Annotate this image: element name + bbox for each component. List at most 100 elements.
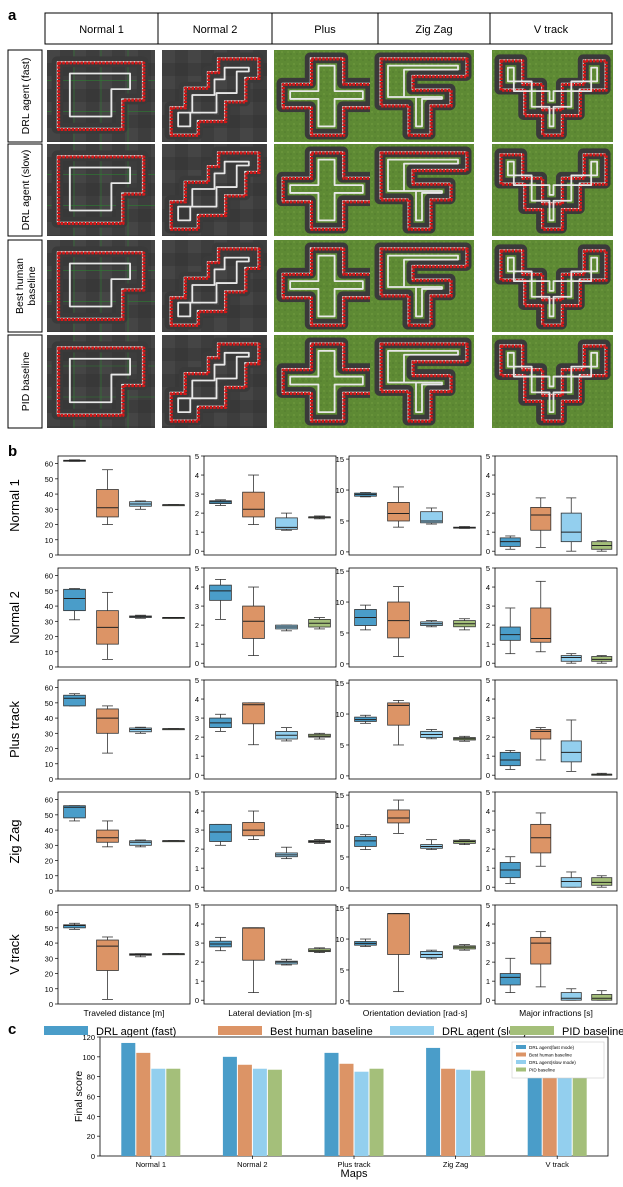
box [387, 913, 410, 955]
row-label: V track [7, 934, 22, 975]
bar [252, 1068, 267, 1156]
box [275, 517, 298, 530]
y-tick-label: 4 [486, 583, 490, 592]
y-tick-label: 60 [45, 796, 53, 805]
track-shape [164, 146, 264, 234]
y-tick-label: 5 [340, 966, 344, 975]
box [530, 729, 552, 740]
track-shape [51, 341, 149, 420]
col-header-label: Zig Zag [415, 24, 452, 36]
y-tick-label: 40 [45, 826, 53, 835]
boxplot-axes: 0 1 2 3 4 5 [486, 788, 618, 892]
box [560, 655, 582, 662]
track-inner-line [387, 64, 459, 128]
y-tick-label: 5 [340, 853, 344, 862]
y-tick-label: 3 [486, 490, 490, 499]
y-tick-label: 0 [340, 997, 344, 1006]
trajectory-path [281, 247, 374, 327]
box [354, 836, 377, 847]
track-inner-line [506, 256, 599, 318]
track-thumbnail [274, 50, 379, 142]
y-tick-label: 60 [45, 684, 53, 693]
bar [527, 1054, 542, 1156]
y-tick-label: 5 [195, 452, 199, 461]
y-tick-label: 2 [195, 845, 199, 854]
y-tick-label: 20 [45, 970, 53, 979]
boxplot-axes: 0 1 2 3 4 5 [486, 676, 618, 780]
box [420, 511, 443, 524]
y-tick-label: 3 [486, 602, 490, 611]
y-tick-label: 2 [486, 621, 490, 630]
y-tick-label: 1 [195, 977, 199, 986]
y-tick-label: 30 [45, 505, 53, 514]
track-shape [276, 146, 377, 234]
track-shape [494, 339, 611, 426]
track-inner-line [506, 160, 599, 222]
legend-swatch [516, 1052, 526, 1057]
box [242, 702, 265, 725]
row-header-box [7, 143, 43, 237]
track-thumbnail [370, 335, 474, 428]
trajectory-path [169, 151, 261, 231]
box [96, 829, 119, 843]
row-header-label: Best humanbaseline [14, 258, 38, 314]
track-thumbnail [162, 144, 267, 236]
bar [166, 1068, 181, 1156]
y-tick-label: 40 [45, 602, 53, 611]
y-tick-label: 2 [195, 509, 199, 518]
legend-swatch [516, 1067, 526, 1072]
track-thumbnail [162, 240, 267, 332]
y-tick-label: 15 [336, 679, 344, 688]
y-tick-label: 1 [195, 528, 199, 537]
trajectory-path [57, 346, 146, 417]
y-tick-label: 60 [45, 572, 53, 581]
track-inner-line [177, 351, 250, 414]
y-tick-label: 5 [486, 901, 490, 910]
y-tick-label: 5 [195, 788, 199, 797]
panel-b-label: b [8, 443, 17, 460]
y-tick-label: 40 [45, 939, 53, 948]
box [209, 584, 232, 601]
y-tick-label: 4 [486, 471, 490, 480]
track-inner-line [68, 72, 132, 118]
y-tick-label: 30 [45, 617, 53, 626]
y-tick-label: 50 [45, 924, 53, 933]
track-shape [494, 54, 611, 140]
trajectory-path [169, 57, 261, 137]
row-header-box [7, 239, 43, 333]
legend-frame [511, 1041, 605, 1079]
y-tick-label: 1 [195, 864, 199, 873]
track-shape [164, 337, 264, 426]
boxplot-axes: 0 10 20 30 40 50 60 [45, 679, 191, 784]
y-tick-label: 10 [336, 710, 344, 719]
y-tick-label: 3 [195, 826, 199, 835]
plot-frame [203, 567, 337, 668]
box [387, 601, 410, 639]
y-tick-label: 3 [486, 714, 490, 723]
box [242, 491, 265, 518]
y-tick-label: 5 [195, 564, 199, 573]
track-thumbnail [47, 144, 155, 236]
y-axis-label: Final score [73, 1071, 85, 1123]
y-tick-label: 40 [87, 1112, 95, 1121]
y-tick-label: 4 [486, 920, 490, 929]
track-shape [51, 150, 149, 228]
legend-label: Best human baseline [270, 1026, 373, 1038]
boxplot-axes: 0 1 2 3 4 5 [195, 564, 337, 668]
y-tick-label: 1 [486, 864, 490, 873]
thumbnail-background [370, 335, 474, 428]
bar [456, 1069, 471, 1156]
panel-c-label: c [8, 1021, 16, 1038]
track-shape [374, 146, 472, 234]
box [387, 809, 410, 824]
y-tick-label: 60 [87, 1093, 95, 1102]
thumbnail-background [370, 144, 474, 236]
y-tick-label: 3 [486, 826, 490, 835]
track-shape [374, 242, 472, 330]
track-inner-line [177, 160, 250, 222]
y-tick-label: 50 [45, 699, 53, 708]
legend-swatch [516, 1060, 526, 1064]
y-tick-label: 0 [49, 663, 53, 672]
track-thumbnail [274, 144, 379, 236]
y-tick-label: 1 [486, 977, 490, 986]
